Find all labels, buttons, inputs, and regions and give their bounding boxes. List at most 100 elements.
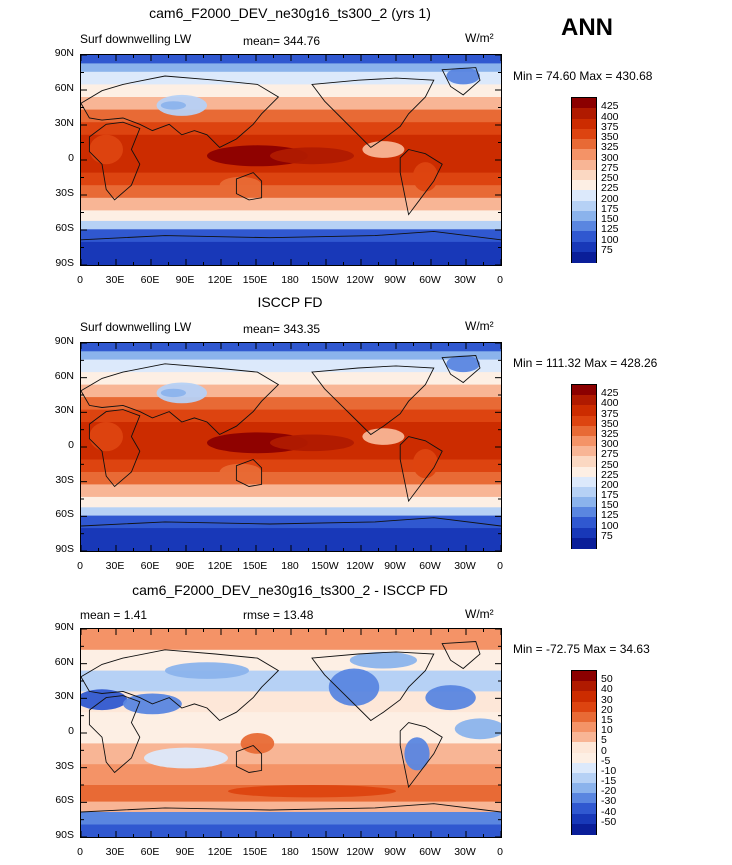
panel-3-feature-10: [349, 651, 417, 669]
panel-3-colorbar-label: 40: [601, 683, 613, 696]
panel-1-colorbar-label: 75: [601, 243, 613, 256]
panel-1-title: cam6_F2000_DEV_ne30g16_ts300_2 (yrs 1): [149, 5, 431, 21]
panel-3-rmse-label: rmse = 13.48: [243, 608, 314, 622]
panel-3-coastline-3: [311, 651, 435, 722]
panel-2-colorbar-swatch: [572, 425, 596, 437]
panel-2-colorbar-label: 250: [601, 458, 619, 471]
panel-3-feature-9: [454, 718, 501, 740]
panel-3-colorbar-swatch: [572, 721, 596, 733]
panel-1-colorbar-label: 275: [601, 161, 619, 174]
panel-2-units-label: W/m²: [465, 319, 494, 333]
panel-2-colorbar-swatch: [572, 415, 596, 427]
panel-1-variable-label: Surf downwelling LW: [80, 32, 192, 46]
panel-3-colorbar-swatch: [572, 681, 596, 692]
panel-3-colorbar-label: -5: [601, 754, 611, 767]
panel-3-colorbar-label: 20: [601, 703, 613, 716]
panel-2-lon-label: 120E: [207, 560, 233, 572]
panel-1-tick-marks: [81, 55, 501, 265]
panel-3-lat-label: 60N: [54, 655, 74, 668]
panel-3-lon-label: 150W: [311, 846, 339, 858]
panel-3-band-9: [81, 812, 501, 825]
panel-3-colorbar-label: -15: [601, 775, 617, 788]
panel-3-colorbar-label: 30: [601, 693, 613, 706]
panel-3-lat-label: 0: [68, 725, 74, 737]
panel-2-lat-label: 60S: [55, 508, 74, 521]
panel-3-units-label: W/m²: [465, 607, 494, 621]
panel-3-lon-label: 30E: [105, 846, 125, 858]
panel-1-units-label: W/m²: [465, 31, 494, 45]
panel-3-lon-label: 90W: [384, 846, 406, 858]
panel-2-colorbar-swatch: [572, 497, 596, 508]
panel-2-colorbar-swatch: [572, 435, 596, 447]
panel-2-lon-label: 0: [497, 560, 503, 572]
panel-2-colorbar-label: 200: [601, 478, 619, 491]
panel-2-colorbar-label: 175: [601, 489, 619, 502]
panel-2-coastline-5: [441, 355, 481, 384]
panel-1-feature-6: [446, 67, 481, 85]
panel-1-colorbar-label: 250: [601, 172, 619, 184]
panel-3-band-1: [81, 649, 501, 672]
panel-1-band-1: [81, 63, 501, 73]
panel-2-minmax-label: Min = 111.32 Max = 428.26: [513, 356, 658, 370]
panel-1-colorbar-swatch: [572, 241, 596, 253]
panel-3-field: [81, 629, 501, 837]
panel-3-feature-8: [144, 747, 228, 769]
panel-2-tick-marks: [81, 343, 501, 551]
panel-1-band-5: [81, 109, 501, 123]
panel-1-colorbar-label: 300: [601, 151, 619, 164]
panel-3-colorbar-swatch: [572, 711, 596, 723]
panel-3-colorbar-label: -10: [601, 764, 617, 777]
panel-1-feature-3: [160, 101, 186, 110]
panel-1-colorbar-swatch: [572, 251, 596, 263]
panel-3-colorbar-label: 10: [601, 724, 613, 737]
panel-2-lon-label: 150W: [311, 560, 339, 572]
panel-1-feature-5: [412, 162, 438, 192]
panel-3-colorbar-swatch: [572, 783, 596, 794]
panel-2-band-12: [81, 507, 501, 517]
panel-3-colorbar-label: -30: [601, 795, 617, 808]
panel-3-coastline-5: [441, 641, 481, 670]
panel-1-feature-7: [89, 134, 123, 165]
panel-3-colorbar: [571, 670, 597, 835]
panel-1-colorbar-label: 150: [601, 213, 619, 225]
panel-1-colorbar-label: 425: [601, 100, 619, 113]
panel-2-lon-label: 90E: [175, 560, 195, 572]
panel-2-lon-label: 150E: [242, 560, 268, 572]
panel-2-band-9: [81, 472, 501, 485]
panel-2-coastline-1: [81, 363, 280, 436]
panel-3-coastline-2: [235, 744, 263, 773]
panel-2-mean-label: mean= 343.35: [243, 322, 321, 336]
panel-1-colorbar-swatch: [572, 98, 596, 109]
panel-2-lon-label: 120W: [346, 560, 374, 572]
panel-3-colorbar-label: 15: [601, 713, 613, 726]
panel-2-colorbar-swatch: [572, 466, 596, 478]
panel-2-lon-label: 30E: [105, 560, 125, 572]
panel-2-band-13: [81, 515, 501, 529]
panel-1-lon-label: 120W: [346, 274, 374, 286]
panel-3-colorbar-swatch: [572, 762, 596, 774]
panel-2-lon-label: 30W: [454, 560, 476, 572]
panel-3-coastline-6: [81, 803, 501, 813]
panel-2-lat-label: 30N: [54, 404, 74, 417]
panel-2-colorbar-swatch: [572, 476, 596, 488]
panel-1-colorbar-swatch: [572, 231, 596, 242]
panel-1-colorbar-label: 200: [601, 192, 619, 205]
panel-3-lat-label: 30N: [54, 690, 74, 703]
panel-3-title: cam6_F2000_DEV_ne30g16_ts300_2 - ISCCP F…: [132, 582, 448, 598]
panel-2-coastline-0: [88, 409, 141, 488]
panel-3-band-6: [81, 764, 501, 786]
panel-2-colorbar-label: 150: [601, 499, 619, 512]
panel-1-colorbar-swatch: [572, 190, 596, 201]
panel-3-lat-label: 60S: [55, 794, 74, 807]
panel-1-lat-label: 30N: [54, 117, 74, 129]
panel-1-colorbar-label: 125: [601, 223, 619, 236]
panel-2-feature-7: [89, 422, 123, 452]
panel-1-minmax-label: Min = 74.60 Max = 430.68: [513, 69, 653, 83]
panel-3-colorbar-swatch: [572, 813, 596, 825]
panel-2-lon-label: 60E: [140, 560, 160, 572]
panel-1-coastline-5: [441, 67, 481, 96]
panel-2-feature-3: [160, 388, 186, 398]
panel-1-band-13: [81, 229, 501, 243]
panel-3-coastline-0: [88, 695, 141, 774]
panel-3-lon-label: 120W: [346, 846, 374, 858]
